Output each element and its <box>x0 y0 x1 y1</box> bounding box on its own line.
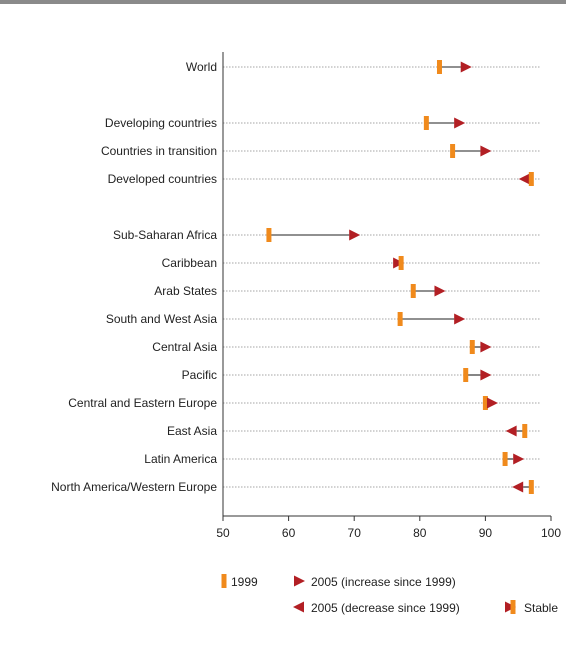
marker-2005-increase <box>486 397 498 409</box>
chart-rows: World Developing countries Countries in tr… <box>51 60 541 494</box>
marker-2005-increase <box>513 453 525 465</box>
marker-2005-increase <box>460 61 472 73</box>
legend-item-increase: 2005 (increase since 1999) <box>294 575 456 589</box>
legend-marker-1999 <box>221 574 227 588</box>
legend-label-1999: 1999 <box>231 575 258 589</box>
marker-2005-decrease <box>512 481 524 493</box>
x-tick-label-60: 60 <box>282 526 296 540</box>
marker-1999 <box>266 228 272 242</box>
legend-label-stable: Stable <box>524 601 558 615</box>
row-pacific: Pacific <box>182 368 541 382</box>
category-label-central-asia: Central Asia <box>152 340 217 354</box>
legend: 1999 2005 (increase since 1999) 2005 (decr… <box>221 574 558 615</box>
category-label-arab-states: Arab States <box>154 284 217 298</box>
marker-1999 <box>397 312 403 326</box>
row-world: World <box>186 60 541 74</box>
legend-item-1999: 1999 <box>221 574 258 589</box>
x-tick-label-80: 80 <box>413 526 427 540</box>
marker-2005-increase <box>434 285 446 297</box>
x-tick-label-100: 100 <box>541 526 561 540</box>
row-developed-countries: Developed countries <box>108 172 541 186</box>
x-axis: 50 60 70 80 90 100 <box>216 52 561 540</box>
row-developing-countries: Developing countries <box>105 116 541 130</box>
row-central-and-eastern-europe: Central and Eastern Europe <box>68 396 541 410</box>
row-arab-states: Arab States <box>154 284 541 298</box>
category-label-developing-countries: Developing countries <box>105 116 217 130</box>
category-label-developed-countries: Developed countries <box>108 172 217 186</box>
category-label-caribbean: Caribbean <box>162 256 217 270</box>
row-central-asia: Central Asia <box>152 340 541 354</box>
marker-1999 <box>398 256 404 270</box>
row-latin-america: Latin America <box>144 452 541 466</box>
marker-1999 <box>522 424 528 438</box>
marker-1999 <box>463 368 469 382</box>
marker-2005-decrease <box>505 425 517 437</box>
category-label-south-and-west-asia: South and West Asia <box>106 312 218 326</box>
legend-label-decrease: 2005 (decrease since 1999) <box>311 601 460 615</box>
category-label-world: World <box>186 60 217 74</box>
marker-2005-increase <box>480 145 492 157</box>
x-tick-label-90: 90 <box>479 526 493 540</box>
legend-marker-decrease <box>293 601 304 613</box>
legend-item-stable: Stable <box>505 600 558 615</box>
x-tick-label-50: 50 <box>216 526 230 540</box>
marker-1999 <box>436 60 442 74</box>
marker-1999 <box>410 284 416 298</box>
category-label-north-america-western-europe: North America/Western Europe <box>51 480 217 494</box>
marker-2005-increase <box>454 117 466 129</box>
category-label-latin-america: Latin America <box>144 452 217 466</box>
row-caribbean: Caribbean <box>162 256 541 270</box>
marker-1999 <box>450 144 456 158</box>
row-countries-in-transition: Countries in transition <box>101 144 541 158</box>
marker-2005-decrease <box>518 173 530 185</box>
marker-2005-increase <box>480 341 492 353</box>
row-north-america-western-europe: North America/Western Europe <box>51 480 541 494</box>
marker-1999 <box>528 172 534 186</box>
marker-1999 <box>469 340 475 354</box>
marker-1999 <box>423 116 429 130</box>
marker-1999 <box>502 452 508 466</box>
top-border <box>0 0 566 4</box>
legend-label-increase: 2005 (increase since 1999) <box>311 575 456 589</box>
category-label-countries-in-transition: Countries in transition <box>101 144 217 158</box>
marker-2005-increase <box>454 313 466 325</box>
marker-2005-increase <box>480 369 492 381</box>
category-label-pacific: Pacific <box>182 368 217 382</box>
row-sub-saharan-africa: Sub-Saharan Africa <box>113 228 541 242</box>
category-label-central-and-eastern-europe: Central and Eastern Europe <box>68 396 217 410</box>
category-label-sub-saharan-africa: Sub-Saharan Africa <box>113 228 217 242</box>
row-east-asia: East Asia <box>167 424 541 438</box>
row-south-and-west-asia: South and West Asia <box>106 312 541 326</box>
category-label-east-asia: East Asia <box>167 424 217 438</box>
marker-1999 <box>482 396 488 410</box>
legend-marker-stable-bar <box>510 600 516 614</box>
marker-2005-increase <box>349 229 361 241</box>
x-tick-label-70: 70 <box>348 526 362 540</box>
legend-marker-increase <box>294 575 305 587</box>
legend-item-decrease: 2005 (decrease since 1999) <box>293 601 460 615</box>
marker-1999 <box>528 480 534 494</box>
